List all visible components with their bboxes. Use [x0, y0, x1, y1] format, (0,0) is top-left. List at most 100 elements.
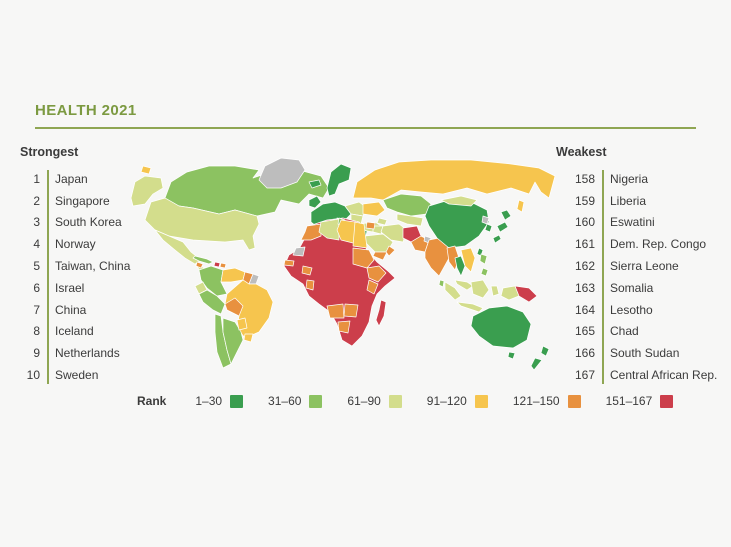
region-greenland	[258, 157, 306, 189]
region-caucasus	[376, 217, 388, 226]
region-syria	[365, 221, 376, 230]
region-malaysia	[454, 279, 474, 291]
rank-number: 8	[33, 324, 40, 339]
list-item: 5 Taiwan, China	[20, 255, 170, 277]
region-egypt	[352, 221, 368, 249]
region-sulawesi	[490, 285, 500, 297]
rank-number: 162	[574, 259, 595, 274]
rank-legend: Rank 1–30 31–60 61–90 91–120 121–150 151–167	[137, 394, 674, 408]
rank-number: 4	[33, 237, 40, 252]
region-paraguay	[236, 317, 248, 331]
country-name: Singapore	[55, 193, 110, 208]
country-name: Somalia	[610, 280, 654, 295]
region-zambia	[343, 303, 359, 318]
region-alaska	[131, 175, 164, 207]
rank-number: 7	[33, 302, 40, 317]
region-sakhalin	[516, 199, 525, 213]
rank-divider-line	[47, 170, 49, 384]
region-libya	[336, 219, 358, 245]
world-choropleth-map	[131, 157, 556, 371]
rank-number: 159	[574, 193, 595, 208]
country-name: Liberia	[610, 193, 647, 208]
legend-range-label: 121–150	[512, 394, 560, 408]
legend-swatch	[230, 394, 244, 408]
rank-number: 1	[33, 171, 40, 186]
country-name: Sweden	[55, 368, 99, 383]
region-cuba	[192, 255, 214, 265]
region-sri-lanka	[438, 279, 445, 288]
region-new-zealand	[540, 345, 550, 357]
region-peru	[198, 289, 226, 315]
weakest-items: 158 Nigeria 159 Liberia 160 Eswatini 161 Dem. R…	[556, 168, 731, 386]
list-item: 6 Israel	[20, 277, 170, 299]
country-name: Iceland	[55, 324, 94, 339]
region-madagascar	[375, 299, 387, 327]
region-sudan	[352, 247, 375, 269]
region-scandinavia	[326, 163, 352, 197]
rank-number: 2	[33, 193, 40, 208]
region-bolivia	[224, 297, 244, 317]
list-item: 166 South Sudan	[556, 342, 731, 364]
country-name: Taiwan, China	[55, 259, 131, 274]
region-usa	[144, 197, 260, 251]
rank-number: 167	[574, 368, 595, 383]
legend-swatch	[309, 394, 323, 408]
region-thailand	[454, 255, 466, 277]
strongest-items: 1 Japan 2 Singapore 3 South Korea 4 Norway 5 Taiw…	[20, 168, 170, 386]
region-russia	[352, 159, 556, 201]
list-item: 158 Nigeria	[556, 168, 731, 190]
region-angola	[326, 303, 345, 319]
list-item: 3 South Korea	[20, 212, 170, 234]
legend-item: 91–120	[427, 394, 488, 408]
region-algeria	[318, 218, 340, 241]
region-kazakhstan	[382, 193, 432, 217]
legend-range-label: 61–90	[347, 394, 381, 408]
country-name: Dem. Rep. Congo	[610, 237, 707, 252]
country-name: Lesotho	[610, 302, 653, 317]
region-borneo	[470, 279, 490, 299]
weakest-rank-list: Weakest 158 Nigeria 159 Liberia 160 Eswatini 1…	[556, 145, 731, 386]
legend-range-label: 91–120	[426, 394, 467, 408]
region-japan	[492, 234, 502, 244]
page-title: HEALTH 2021	[35, 102, 137, 119]
region-central-asia	[396, 213, 424, 227]
title-divider	[35, 127, 696, 129]
rank-number: 10	[26, 368, 40, 383]
rank-number: 160	[574, 215, 595, 230]
region-dominican-republic	[219, 262, 227, 269]
strongest-rank-list: Strongest 1 Japan 2 Singapore 3 South Korea 4 N…	[20, 145, 170, 386]
region-sumatra	[444, 281, 462, 301]
country-name: Netherlands	[55, 346, 120, 361]
list-item: 10 Sweden	[20, 364, 170, 386]
region-west-new-guinea	[500, 285, 520, 301]
list-item: 167 Central African Rep.	[556, 364, 731, 386]
region-mongolia	[440, 195, 478, 207]
rank-number: 3	[33, 215, 40, 230]
legend-swatch	[660, 394, 674, 408]
region-japan	[500, 209, 512, 221]
legend-range-label: 31–60	[268, 394, 302, 408]
region-australia	[470, 305, 532, 349]
region-yemen	[372, 251, 388, 261]
list-item: 1 Japan	[20, 168, 170, 190]
region-uruguay	[243, 333, 254, 343]
region-kenya	[366, 279, 379, 295]
list-item: 160 Eswatini	[556, 212, 731, 234]
country-name: Norway	[55, 237, 96, 252]
country-name: China	[55, 302, 87, 317]
rank-number: 166	[574, 346, 595, 361]
region-philippines	[479, 253, 488, 265]
region-papua-new-guinea	[514, 285, 538, 303]
strongest-heading: Strongest	[20, 145, 79, 159]
region-philippines	[480, 267, 489, 277]
list-item: 9 Netherlands	[20, 342, 170, 364]
region-new-zealand	[530, 357, 543, 371]
region-guatemala	[195, 261, 204, 269]
list-item: 163 Somalia	[556, 277, 731, 299]
rank-number: 158	[574, 171, 595, 186]
rank-number: 164	[574, 302, 595, 317]
country-name: Sierra Leone	[610, 259, 679, 274]
region-western-sahara	[292, 246, 306, 257]
legend-swatch	[567, 394, 581, 408]
legend-title: Rank	[137, 394, 167, 408]
